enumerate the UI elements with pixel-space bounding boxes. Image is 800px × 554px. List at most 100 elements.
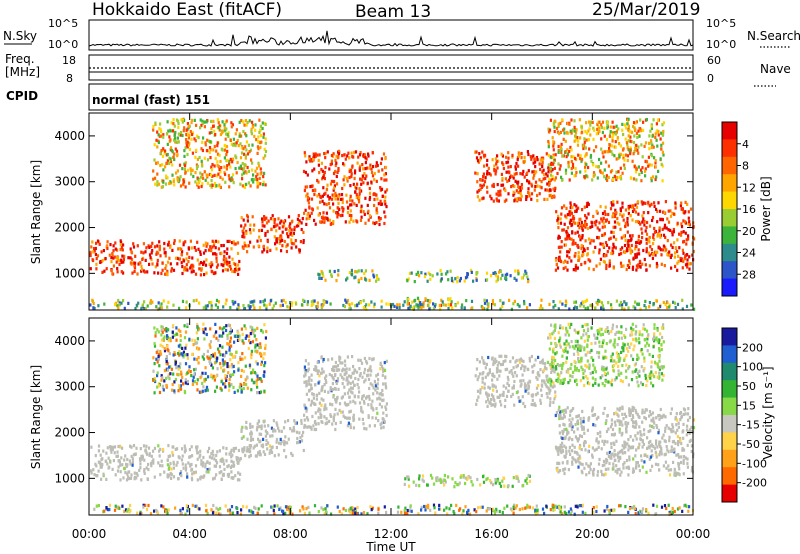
nave-tick-top: 60: [707, 54, 721, 67]
scatter-cell: [613, 449, 616, 453]
scatter-cell: [668, 303, 671, 307]
scatter-cell: [365, 303, 368, 307]
scatter-cell: [585, 462, 588, 466]
scatter-cell: [225, 145, 229, 149]
scatter-cell: [126, 463, 129, 467]
scatter-cell: [286, 243, 289, 247]
scatter-cell: [679, 418, 682, 422]
scatter-cell: [677, 464, 680, 468]
scatter-cell: [613, 154, 616, 158]
scatter-cell: [486, 185, 489, 189]
scatter-cell: [295, 302, 298, 306]
scatter-cell: [181, 265, 184, 269]
scatter-cell: [664, 429, 667, 433]
scatter-cell: [585, 216, 588, 220]
scatter-cell: [221, 269, 225, 273]
scatter-cell: [279, 234, 282, 238]
scatter-cell: [515, 189, 518, 193]
scatter-cell: [120, 258, 123, 262]
scatter-cell: [350, 172, 353, 176]
scatter-cell: [161, 163, 164, 167]
scatter-cell: [485, 392, 488, 396]
scatter-cell: [181, 167, 184, 171]
scatter-cell: [301, 217, 304, 221]
scatter-cell: [251, 143, 254, 147]
scatter-cell: [559, 250, 562, 254]
scatter-cell: [255, 443, 258, 447]
scatter-cell: [199, 171, 202, 175]
scatter-cell: [359, 210, 362, 214]
scatter-cell: [385, 386, 388, 390]
scatter-cell: [200, 159, 203, 163]
scatter-cell: [669, 427, 672, 431]
scatter-cell: [132, 444, 136, 448]
scatter-cell: [382, 418, 385, 422]
scatter-cell: [145, 450, 148, 454]
scatter-cell: [314, 419, 317, 424]
scatter-cell: [584, 260, 587, 265]
scatter-cell: [255, 175, 258, 179]
scatter-cell: [320, 356, 323, 360]
scatter-cell: [532, 161, 535, 165]
scatter-cell: [291, 429, 294, 433]
scatter-cell: [169, 262, 172, 266]
scatter-cell: [646, 436, 649, 440]
scatter-cell: [252, 228, 255, 232]
scatter-cell: [363, 367, 367, 372]
scatter-cell: [193, 137, 196, 141]
scatter-cell: [334, 373, 337, 378]
scatter-cell: [154, 121, 157, 125]
scatter-cell: [635, 255, 638, 259]
scatter-cell: [322, 370, 325, 374]
scatter-cell: [548, 403, 552, 407]
scatter-cell: [552, 123, 555, 127]
scatter-cell: [553, 121, 556, 125]
scatter-cell: [328, 218, 331, 222]
scatter-cell: [636, 412, 639, 416]
scatter-cell: [170, 473, 173, 477]
scatter-cell: [135, 303, 138, 307]
scatter-cell: [657, 414, 660, 418]
scatter-cell: [261, 121, 264, 125]
scatter-cell: [650, 179, 653, 183]
scatter-cell: [614, 145, 617, 149]
scatter-cell: [139, 466, 142, 470]
scatter-cell: [614, 453, 617, 457]
scatter-cell: [201, 121, 204, 125]
scatter-cell: [336, 396, 339, 400]
scatter-cell: [671, 425, 675, 429]
scatter-cell: [595, 264, 598, 268]
scatter-cell: [168, 256, 171, 260]
scatter-cell: [345, 200, 349, 204]
scatter-cell: [333, 171, 336, 176]
scatter-cell: [363, 380, 366, 384]
scatter-cell: [631, 408, 634, 413]
scatter-cell: [570, 155, 573, 159]
scatter-cell: [348, 213, 351, 217]
scatter-cell: [619, 174, 622, 179]
scatter-cell: [243, 307, 247, 311]
scatter-cell: [515, 358, 518, 363]
scatter-cell: [669, 255, 672, 259]
scatter-cell: [682, 461, 685, 465]
scatter-cell: [164, 266, 167, 271]
scatter-cell: [526, 179, 529, 183]
scatter-cell: [631, 405, 634, 409]
scatter-cell: [564, 454, 567, 459]
scatter-cell: [116, 469, 120, 473]
scatter-cell: [637, 129, 640, 133]
scatter-cell: [311, 159, 314, 163]
scatter-cell: [266, 246, 269, 250]
scatter-cell: [222, 458, 225, 463]
scatter-cell: [184, 146, 187, 150]
scatter-cell: [360, 207, 363, 211]
scatter-cell: [450, 278, 454, 283]
scatter-cell: [587, 258, 590, 262]
scatter-cell: [588, 444, 591, 448]
scatter-cell: [243, 185, 246, 189]
scatter-cell: [626, 217, 629, 221]
scatter-cell: [112, 459, 115, 463]
scatter-cell: [476, 180, 479, 184]
scatter-cell: [270, 448, 273, 452]
scatter-cell: [447, 298, 450, 302]
